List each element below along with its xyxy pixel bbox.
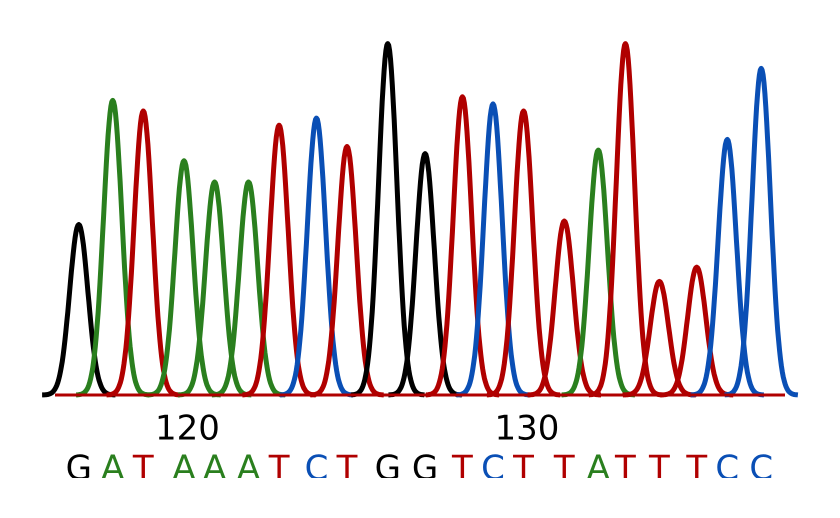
peak [74,97,151,398]
x-tick-label: 120 [155,409,220,449]
peak [454,101,532,398]
peak [424,94,501,398]
peak [349,41,426,398]
peak [210,179,287,398]
peak [176,179,253,398]
peak [658,264,735,398]
peak [40,222,117,398]
peak [105,108,182,398]
peak [386,151,464,398]
peak [485,108,562,398]
x-tick-label: 130 [495,409,560,449]
peak [689,136,766,398]
peak [621,278,698,398]
peak [308,144,386,398]
peak [240,122,318,398]
peak [723,65,800,398]
peak [145,158,223,398]
peak [587,41,664,398]
traces [40,41,800,398]
clip-mask [0,478,840,518]
peak [526,218,603,398]
peak [278,115,355,398]
peak [560,147,637,398]
